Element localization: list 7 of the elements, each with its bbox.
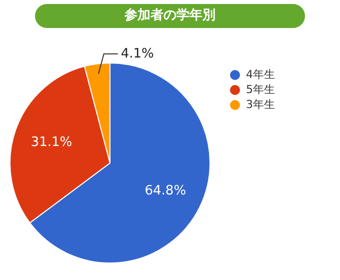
data-label: 64.8% <box>144 183 186 198</box>
legend-label: 3年生 <box>246 97 275 112</box>
data-label: 31.1% <box>30 135 72 150</box>
chart-title: 参加者の学年別 <box>35 4 305 28</box>
legend-label: 5年生 <box>246 82 275 97</box>
data-label: 4.1% <box>120 46 154 62</box>
legend-label: 4年生 <box>246 67 275 82</box>
